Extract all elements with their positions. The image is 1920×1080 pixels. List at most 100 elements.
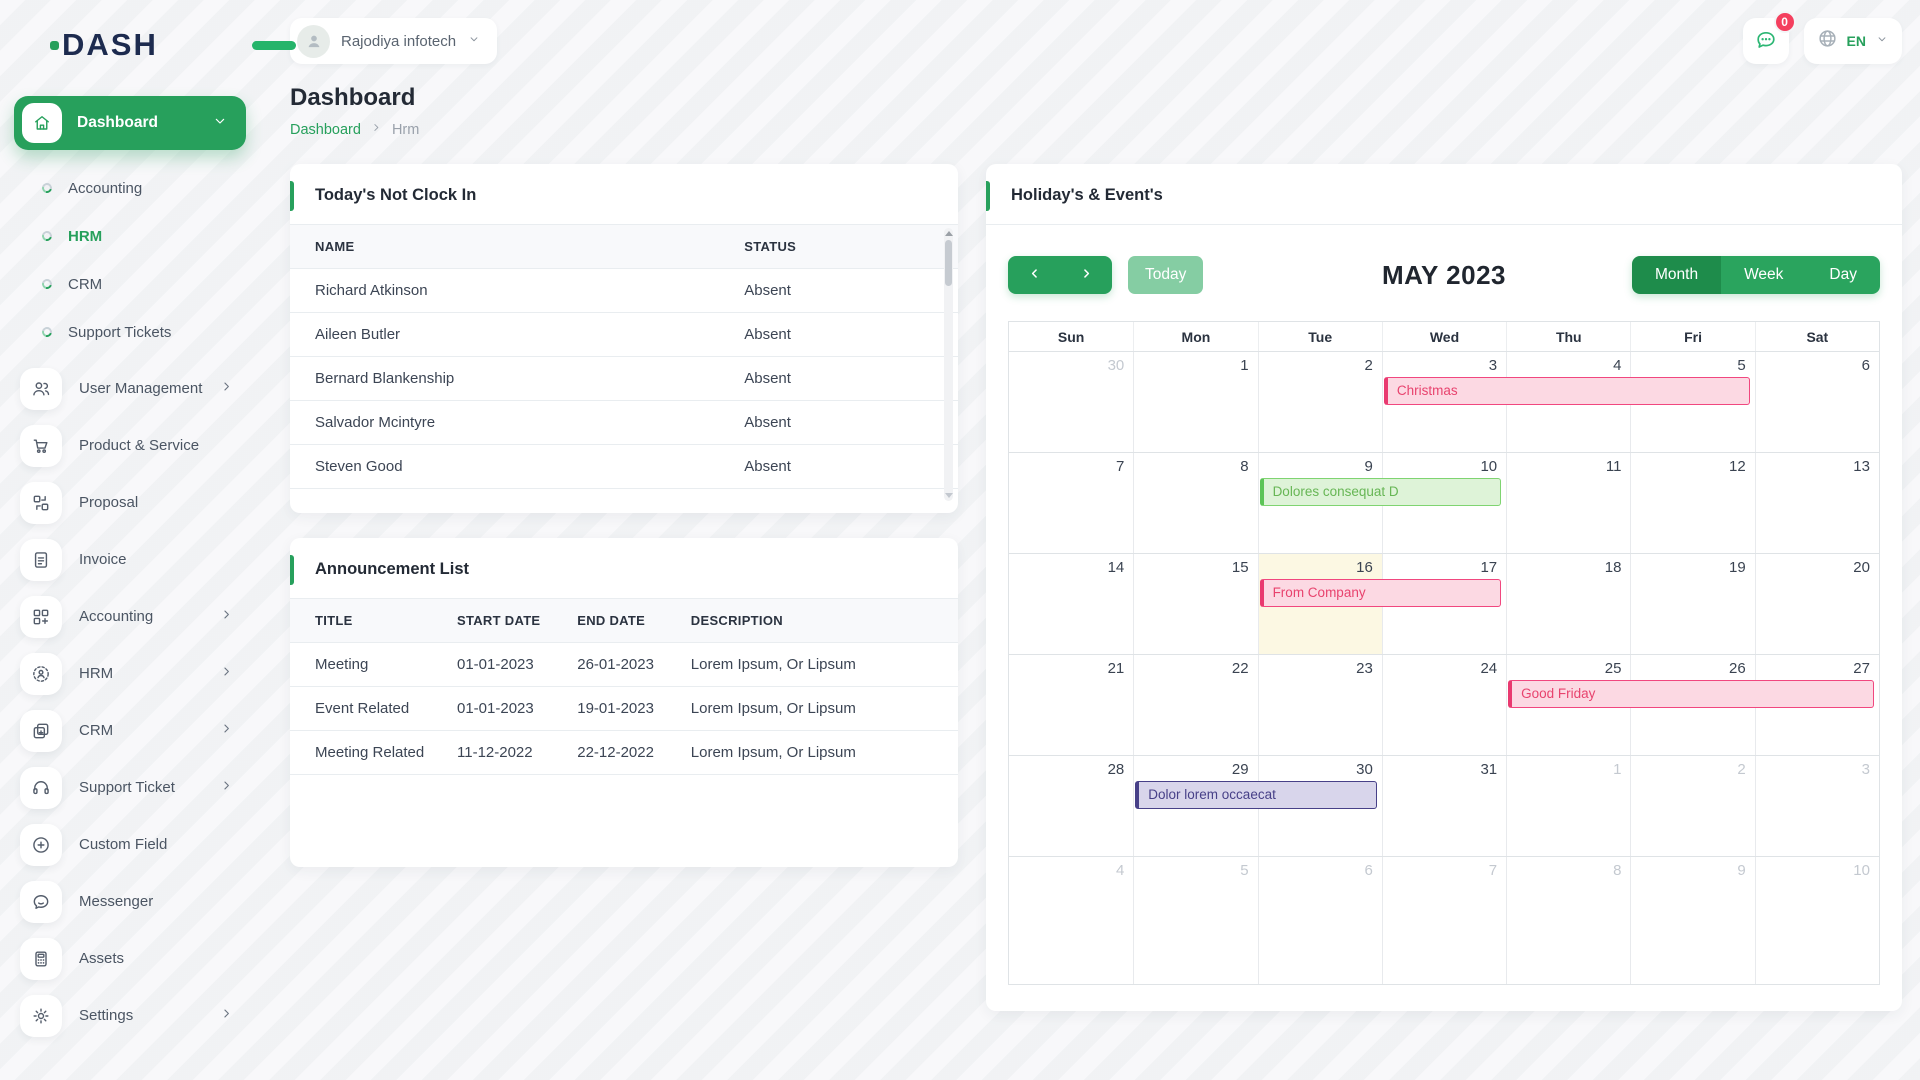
calendar-view-switcher: Month Week Day (1631, 256, 1880, 294)
calendar-week-row: 21 22 23 24 25 26 27 Good Friday (1009, 655, 1879, 756)
calendar-cell[interactable]: 29 (1133, 756, 1257, 856)
calendar-cell[interactable]: 10 (1754, 857, 1879, 984)
day-number: 2 (1364, 357, 1373, 374)
column-header-description: DESCRIPTION (690, 599, 958, 643)
sidebar-item-invoice[interactable]: Invoice (0, 531, 262, 588)
calendar-cell[interactable]: 28 (1009, 756, 1133, 856)
calendar-cell[interactable]: 15 (1133, 554, 1257, 654)
calendar-event-good-friday[interactable]: Good Friday (1508, 680, 1874, 708)
language-selector[interactable]: EN (1803, 18, 1902, 64)
day-number: 30 (1107, 357, 1125, 374)
sidebar-item-label: Assets (79, 950, 125, 967)
target-bullet-icon (40, 325, 54, 339)
logo-text: DASH (62, 27, 158, 62)
sidebar-subitem-crm[interactable]: CRM (0, 260, 262, 308)
sidebar-item-messenger[interactable]: Messenger (0, 873, 262, 930)
calendar-cell[interactable]: 12 (1630, 453, 1754, 553)
calendar-cell[interactable]: 6 (1754, 352, 1879, 452)
calendar-cell[interactable]: 8 (1506, 857, 1630, 984)
day-number: 14 (1107, 559, 1125, 576)
table-cell: Lorem Ipsum, Or Lipsum (690, 642, 958, 687)
calendar-cell[interactable]: 18 (1506, 554, 1630, 654)
calendar-cell[interactable]: 8 (1133, 453, 1257, 553)
person-circle-icon (20, 652, 62, 695)
calendar-cell[interactable]: 9 (1630, 857, 1754, 984)
card-header: Announcement List (290, 538, 958, 599)
company-name: Rajodiya infotech (341, 32, 457, 50)
calendar-week-row: 4 5 6 7 8 9 10 (1009, 857, 1879, 984)
calendar-cell[interactable]: 2 (1630, 756, 1754, 856)
sidebar-subitem-hrm[interactable]: HRM (0, 212, 262, 260)
breadcrumb-dashboard-link[interactable]: Dashboard (290, 121, 361, 138)
day-number: 6 (1861, 357, 1870, 374)
sidebar-item-support-ticket[interactable]: Support Ticket (0, 759, 262, 816)
calendar-event-dolores-consequat-d[interactable]: Dolores consequat D (1259, 478, 1502, 506)
calendar-cell[interactable]: 23 (1257, 655, 1382, 755)
calendar-cell[interactable]: 7 (1381, 857, 1506, 984)
sidebar-item-dashboard[interactable]: Dashboard (14, 96, 246, 150)
calendar-view-month-button[interactable]: Month (1631, 256, 1722, 294)
calendar-card: Holiday's & Event's (986, 164, 1902, 1011)
calendar-cell[interactable]: 24 (1381, 655, 1506, 755)
calendar-cell[interactable]: 7 (1009, 453, 1133, 553)
app-logo[interactable]: DASH (50, 22, 296, 68)
scrollbar[interactable] (944, 228, 953, 501)
calendar-cell[interactable]: 4 (1009, 857, 1133, 984)
calendar-cell[interactable]: 1 (1133, 352, 1257, 452)
calendar-cell[interactable]: 3 (1754, 756, 1879, 856)
calendar-today-button[interactable]: Today (1128, 256, 1204, 294)
card-title: Holiday's & Event's (1011, 186, 1163, 204)
calendar-cell[interactable]: 1 (1506, 756, 1630, 856)
calendar-cell[interactable]: 6 (1257, 857, 1382, 984)
sidebar-item-proposal[interactable]: Proposal (0, 474, 262, 531)
calendar-cell[interactable]: 13 (1754, 453, 1879, 553)
sidebar-item-custom-field[interactable]: Custom Field (0, 816, 262, 873)
day-number: 26 (1729, 660, 1746, 677)
sidebar-item-assets[interactable]: Assets (0, 930, 262, 987)
calendar-cell[interactable]: 9 (1257, 453, 1382, 553)
calendar-prev-button[interactable] (1008, 256, 1060, 294)
scroll-down-arrow-icon[interactable] (944, 493, 953, 498)
table-cell: Salvador Mcintyre (290, 400, 745, 445)
calendar-cell[interactable]: 22 (1133, 655, 1257, 755)
calendar-cell[interactable]: 21 (1009, 655, 1133, 755)
calendar-event-from-company[interactable]: From Company (1259, 579, 1502, 607)
calendar-cell[interactable]: 31 (1381, 756, 1506, 856)
calendar-cell[interactable]: 20 (1754, 554, 1879, 654)
sidebar-item-settings[interactable]: Settings (0, 987, 262, 1044)
day-number: 9 (1737, 862, 1746, 879)
home-icon (22, 103, 62, 143)
table-row: Event Related 01-01-2023 19-01-2023 Lorem I… (290, 686, 958, 731)
calendar-cell[interactable]: 2 (1257, 352, 1382, 452)
calendar-view-day-button[interactable]: Day (1806, 256, 1880, 294)
sidebar-subitem-accounting[interactable]: Accounting (0, 164, 262, 212)
messages-button[interactable]: 0 (1742, 11, 1796, 64)
sidebar-item-hrm[interactable]: HRM (0, 645, 262, 702)
calendar-cell[interactable]: 25 (1506, 655, 1630, 755)
day-number: 9 (1364, 458, 1373, 475)
table-cell: Lorem Ipsum, Or Lipsum (690, 730, 958, 775)
sidebar-item-user-management[interactable]: User Management (0, 360, 262, 417)
sidebar-item-product-service[interactable]: Product & Service (0, 417, 262, 474)
sidebar-item-accounting[interactable]: Accounting (0, 588, 262, 645)
calendar-cell[interactable]: 5 (1133, 857, 1257, 984)
day-header-sat: Sat (1754, 322, 1879, 351)
calendar-cell[interactable]: 11 (1506, 453, 1630, 553)
calendar-event-christmas[interactable]: Christmas (1383, 377, 1750, 405)
sidebar-subitem-support-tickets[interactable]: Support Tickets (0, 308, 262, 356)
calendar-cell[interactable]: 30 (1009, 352, 1133, 452)
company-selector[interactable]: Rajodiya infotech (290, 18, 498, 64)
calendar-next-button[interactable] (1060, 256, 1112, 294)
announcement-table: TITLE START DATE END DATE DESCRIPTION Meetin… (290, 599, 958, 775)
calendar-cell[interactable]: 14 (1009, 554, 1133, 654)
calendar-cell[interactable]: 3 (1381, 352, 1506, 452)
table-row: Richard Atkinson Absent (290, 268, 958, 313)
sidebar-item-crm[interactable]: CRM (0, 702, 262, 759)
calendar-cell[interactable]: 19 (1630, 554, 1754, 654)
scroll-up-arrow-icon[interactable] (944, 231, 953, 236)
users-icon (20, 367, 62, 410)
scrollbar-thumb[interactable] (945, 240, 952, 286)
calendar-view-week-button[interactable]: Week (1721, 256, 1807, 294)
table-row: Aileen Butler Absent (290, 312, 958, 357)
calendar-event-dolor-lorem-occaecat[interactable]: Dolor lorem occaecat (1135, 781, 1377, 809)
